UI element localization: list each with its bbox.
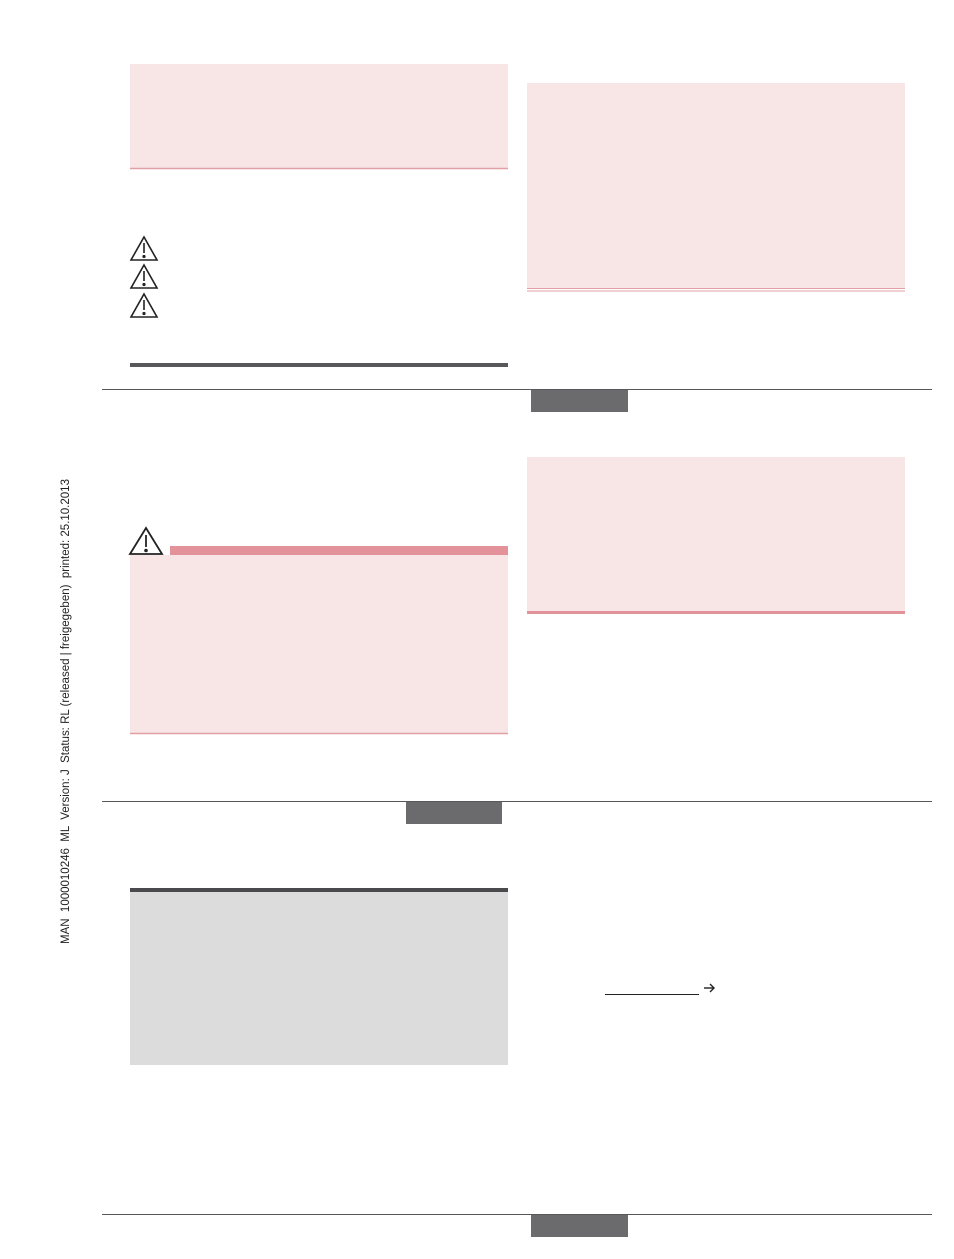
note-box: [527, 457, 905, 612]
warning-box: [130, 555, 508, 733]
note-box: [130, 64, 508, 168]
note-box: [527, 83, 905, 289]
info-box: [130, 888, 508, 1065]
arrow: [704, 983, 715, 993]
tab: [531, 1215, 628, 1237]
warning-icons: [129, 235, 159, 318]
warning-header: [170, 546, 508, 555]
section-bar: [130, 363, 508, 367]
tab: [406, 802, 502, 824]
warning-icon: [128, 526, 164, 555]
sidebar-text: MAN 1000010246 ML Version: J Status: RL …: [60, 479, 72, 944]
note-rule: [527, 611, 905, 614]
tab: [531, 390, 628, 412]
info-bar: [130, 888, 508, 892]
